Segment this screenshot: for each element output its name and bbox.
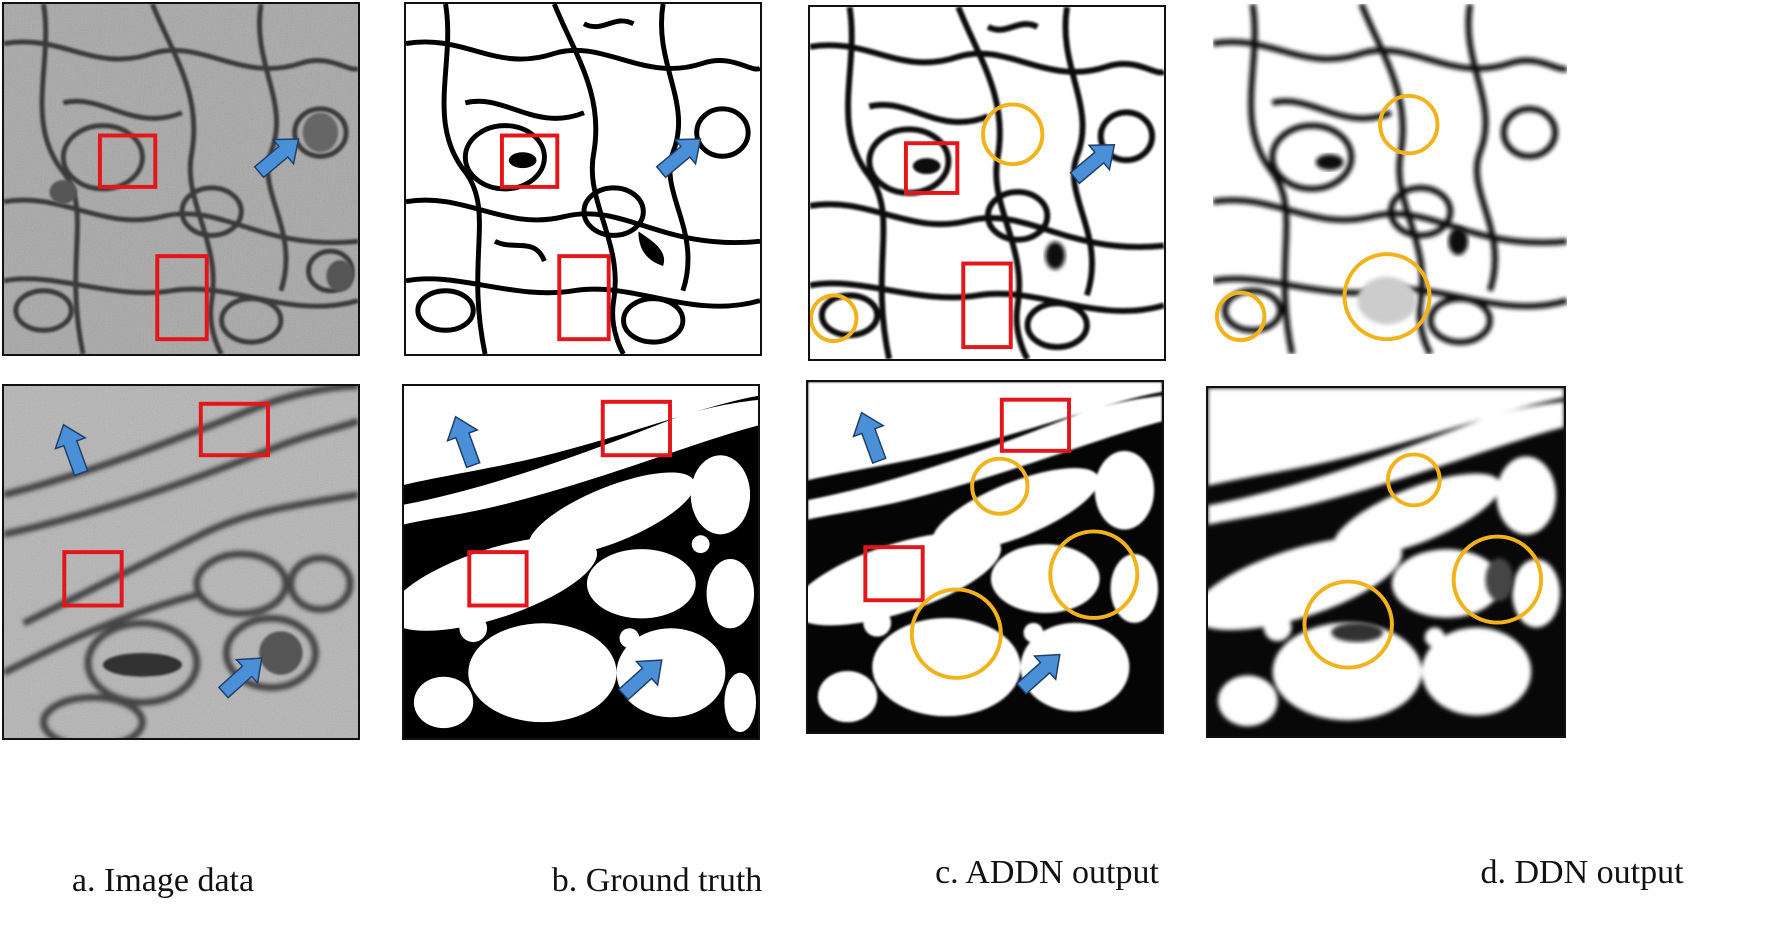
highlight-circle [981,102,1045,167]
arrow-icon [253,138,300,179]
ground-truth-panel-row2 [402,384,760,740]
arrow-icon [852,411,887,464]
highlight-circle [1378,93,1440,156]
arrow-icon [54,423,89,477]
highlight-box [961,261,1013,350]
ground-truth-row1 [406,4,760,354]
highlight-box [467,550,529,608]
highlight-box [97,133,158,189]
arrow-icon [446,415,481,469]
highlight-box [155,254,209,342]
em-image-panel-row2 [2,384,360,740]
arrow-icon [617,659,663,701]
highlight-box [557,254,611,342]
highlight-circle [909,587,1003,680]
addn-output-panel-row2 [806,380,1164,734]
arrow-icon [1015,653,1061,695]
highlight-box [600,399,672,458]
highlight-box [62,550,124,608]
arrow-icon [217,657,263,699]
addn-output-panel-row1 [808,5,1166,361]
highlight-circle [1451,534,1544,625]
ddn-output-panel-row2 [1206,386,1566,738]
addn-output-row2 [808,382,1162,732]
highlight-circle [1302,579,1394,670]
highlight-circle [970,456,1030,516]
em-image-row2 [4,386,358,738]
ddn-output-panel-row1 [1211,2,1569,356]
arrow-icon [1069,144,1116,185]
em-image-panel-row1 [2,2,360,356]
highlight-circle [810,293,859,344]
ground-truth-panel-row1 [404,2,762,356]
highlight-box [198,401,270,458]
highlight-circle [1342,252,1432,342]
highlight-box [903,141,960,195]
highlight-circle [1214,290,1267,343]
highlight-box [499,133,560,189]
ddn-output-row1 [1213,4,1567,354]
highlight-box [863,545,925,603]
highlight-circle [1048,529,1140,620]
caption-addn-output: c. ADDN output [935,854,1159,891]
caption-ddn-output: d. DDN output [1480,854,1684,891]
ground-truth-row2 [404,386,758,738]
em-image-row1 [4,4,358,354]
highlight-circle [1386,452,1442,508]
caption-ground-truth: b. Ground truth [551,862,763,899]
addn-output-row1 [810,7,1164,359]
caption-image-data: a. Image data [71,862,255,899]
ddn-output-row2 [1208,388,1564,736]
arrow-icon [655,138,702,179]
highlight-box [999,397,1072,453]
